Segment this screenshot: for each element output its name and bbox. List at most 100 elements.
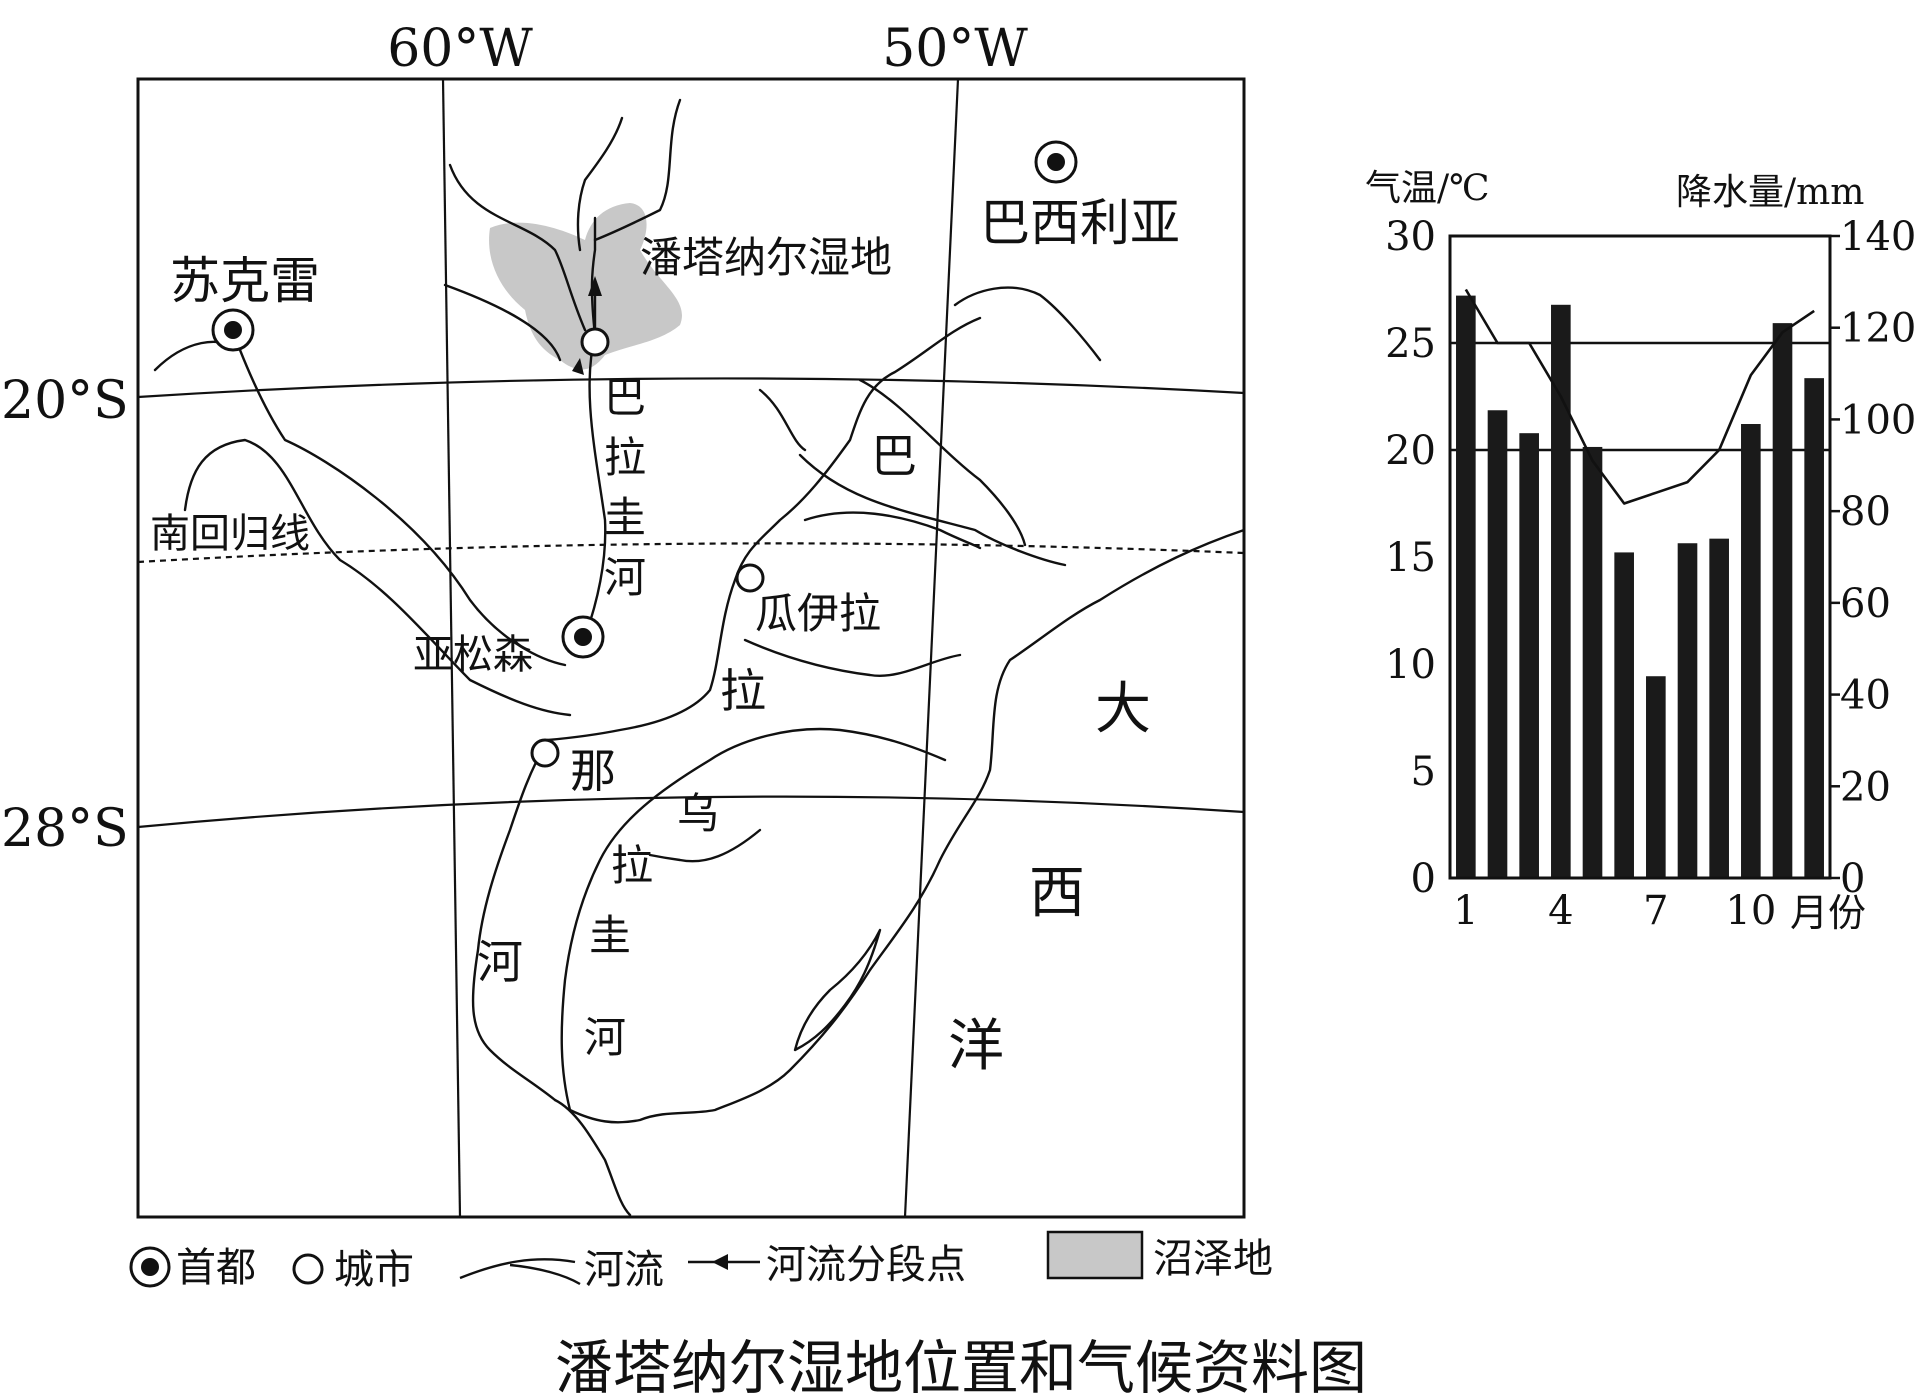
legend: 首都 城市 河流 河流分段点 沼泽地 bbox=[129, 1230, 1273, 1293]
legend-segment-label: 河流分段点 bbox=[766, 1242, 966, 1288]
capital-dot-sucre bbox=[224, 321, 242, 339]
legend-river-icon bbox=[459, 1258, 581, 1286]
left-tick-label-25: 25 bbox=[1385, 321, 1436, 367]
meridian-50w bbox=[903, 78, 960, 1218]
capital-dot-asuncion bbox=[574, 628, 592, 646]
precipitation-bar-month-5 bbox=[1582, 446, 1603, 878]
x-tick-label-1: 1 bbox=[1453, 888, 1478, 934]
legend-city-label: 城市 bbox=[334, 1247, 414, 1293]
label-paraguay-river-char-2: 拉 bbox=[604, 433, 646, 482]
label-parana-river-char-4: 河 bbox=[477, 935, 523, 989]
legend-capital-label: 首都 bbox=[176, 1245, 256, 1291]
pantanal-swamp bbox=[489, 203, 682, 370]
parana-river bbox=[471, 316, 982, 1102]
iguazu-river bbox=[743, 638, 962, 677]
left-tick-label-10: 10 bbox=[1385, 642, 1436, 688]
left-tick-label-30: 30 bbox=[1385, 214, 1436, 260]
legend-segment-arrow-icon bbox=[712, 1254, 728, 1270]
chart-plot-frame bbox=[1448, 234, 1832, 880]
city-marker-corrientes bbox=[530, 738, 560, 768]
left-axis-title: 气温/℃ bbox=[1365, 168, 1489, 209]
river-chaco bbox=[183, 438, 572, 717]
segment-arrow-lower bbox=[572, 358, 584, 375]
label-ocean-char-1: 大 bbox=[1095, 677, 1151, 742]
capital-dot-brasilia bbox=[1047, 153, 1065, 171]
right-tick-label-100: 100 bbox=[1840, 397, 1916, 443]
map-frame bbox=[136, 77, 1246, 1219]
right-axis-ticks: 0 20 40 60 80 100 120 140 bbox=[1830, 214, 1916, 902]
lagoon bbox=[793, 928, 882, 1052]
label-ocean-char-3: 洋 bbox=[948, 1014, 1004, 1079]
capital-asuncion bbox=[561, 615, 605, 659]
label-ocean-char-2: 西 bbox=[1029, 861, 1085, 926]
left-tick-label-20: 20 bbox=[1385, 428, 1436, 474]
label-uruguay-river-char-1: 乌 bbox=[677, 789, 719, 838]
paraguay-tributary-nw bbox=[443, 283, 562, 362]
right-tick-label-120: 120 bbox=[1840, 306, 1916, 352]
uruguay-tributary bbox=[648, 828, 762, 863]
label-guaira: 瓜伊拉 bbox=[755, 589, 881, 638]
precipitation-bar-month-3 bbox=[1519, 433, 1539, 878]
precipitation-bar-month-10 bbox=[1741, 424, 1761, 878]
segment-arrow-up bbox=[588, 276, 602, 296]
parallel-28s bbox=[137, 795, 1245, 829]
legend-swamp-label: 沼泽地 bbox=[1153, 1236, 1273, 1282]
x-tick-label-10: 10 bbox=[1725, 888, 1776, 934]
legend-river-label: 河流 bbox=[584, 1247, 664, 1293]
parana-tributary-north bbox=[953, 286, 1102, 362]
right-tick-label-40: 40 bbox=[1840, 673, 1891, 719]
x-axis-ticks: 1 4 7 10 bbox=[1453, 888, 1776, 934]
precipitation-bar-month-6 bbox=[1614, 552, 1634, 878]
right-tick-label-60: 60 bbox=[1840, 581, 1891, 627]
label-uruguay-river-char-2: 拉 bbox=[611, 841, 653, 890]
graticule bbox=[137, 78, 1245, 1218]
left-tick-label-5: 5 bbox=[1411, 749, 1436, 795]
figure-title: 潘塔纳尔湿地位置和气候资料图 bbox=[555, 1334, 1367, 1398]
uruguay-river bbox=[560, 727, 947, 1112]
left-tick-label-0: 0 bbox=[1411, 856, 1436, 902]
precipitation-bar-month-7 bbox=[1646, 676, 1666, 878]
precipitation-bar-month-2 bbox=[1487, 410, 1508, 878]
label-parana-river-char-1: 巴 bbox=[871, 429, 917, 483]
precipitation-bars bbox=[1456, 295, 1824, 879]
meridian-60w bbox=[441, 78, 462, 1218]
legend-swamp-icon bbox=[1046, 1230, 1144, 1280]
right-tick-label-80: 80 bbox=[1840, 489, 1891, 535]
capital-brasilia bbox=[1034, 140, 1078, 184]
parallel-20s bbox=[137, 377, 1245, 399]
right-tick-label-140: 140 bbox=[1840, 214, 1916, 260]
label-pantanal: 潘塔纳尔湿地 bbox=[640, 233, 892, 282]
paraguay-tributary-north bbox=[593, 98, 682, 242]
label-parana-river-char-2: 拉 bbox=[720, 664, 766, 718]
right-tick-label-0: 0 bbox=[1840, 856, 1865, 902]
river-sucre bbox=[153, 340, 567, 667]
paraguay-tributary-west bbox=[448, 163, 587, 332]
precipitation-bar-month-1 bbox=[1456, 295, 1476, 879]
latitude-label-20s: 20°S bbox=[1, 371, 129, 431]
longitude-label-50w: 50°W bbox=[882, 19, 1028, 79]
x-tick-label-7: 7 bbox=[1643, 888, 1668, 934]
atlantic-coastline bbox=[568, 528, 1246, 1124]
city-marker-guaira bbox=[735, 563, 765, 593]
legend-capital-dot bbox=[141, 1258, 159, 1276]
label-sucre: 苏克雷 bbox=[170, 252, 320, 310]
legend-city-icon bbox=[292, 1253, 324, 1285]
precipitation-bar-month-12 bbox=[1804, 378, 1824, 878]
map: 60°W 50°W 20°S 28°S bbox=[1, 19, 1246, 1219]
label-parana-river-char-3: 那 bbox=[570, 744, 616, 798]
parana-tributary-4 bbox=[858, 378, 1027, 547]
precipitation-bar-month-9 bbox=[1709, 538, 1729, 878]
right-axis-title: 降水量/mm bbox=[1676, 172, 1864, 213]
label-asuncion: 亚松森 bbox=[413, 632, 533, 678]
label-paraguay-river-char-1: 巴 bbox=[604, 373, 646, 422]
capital-sucre bbox=[211, 308, 255, 352]
lower-river bbox=[553, 1098, 632, 1217]
paraguay-river bbox=[576, 116, 624, 639]
temperature-polyline bbox=[1464, 288, 1815, 505]
parana-tributary-2 bbox=[798, 453, 1067, 567]
label-brasilia: 巴西利亚 bbox=[980, 194, 1180, 252]
precipitation-bar-month-4 bbox=[1551, 304, 1571, 878]
tropic-of-capricorn-line bbox=[137, 542, 1245, 564]
